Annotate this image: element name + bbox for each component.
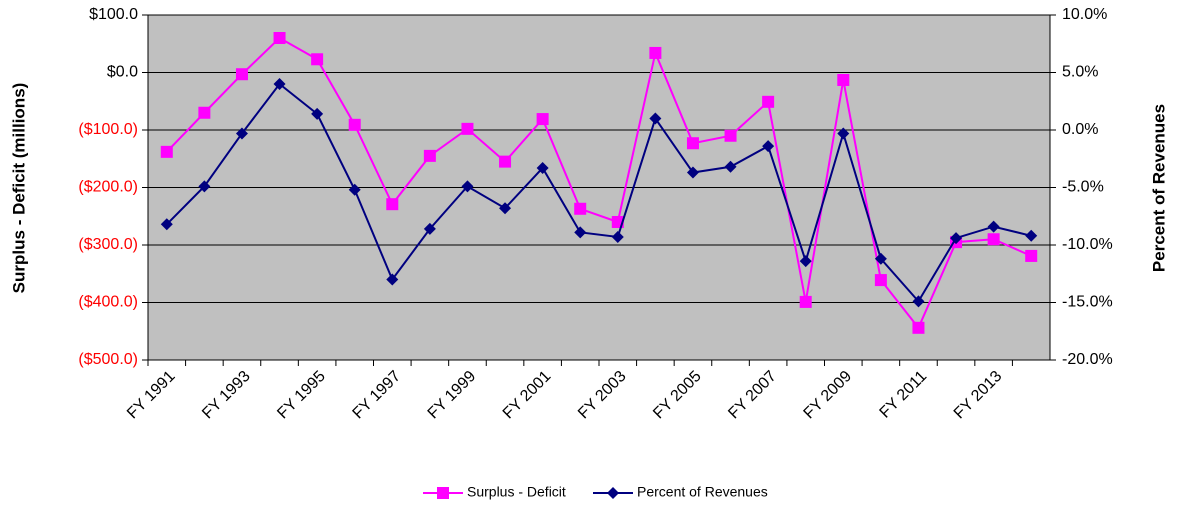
y2-tick-label: 5.0%: [1062, 64, 1098, 81]
y2-tick-label: -20.0%: [1062, 351, 1113, 368]
data-point: [235, 127, 248, 140]
data-point: [536, 161, 549, 174]
data-point: [311, 107, 324, 120]
y-tick-label: ($100.0): [78, 121, 138, 138]
x-tick-label: FY 2001: [500, 368, 555, 423]
y2-tick-label: -5.0%: [1062, 179, 1104, 196]
data-point: [386, 198, 399, 211]
data-point: [611, 230, 624, 243]
y2-tick-label: 10.0%: [1062, 6, 1107, 23]
data-point: [762, 95, 775, 108]
data-point: [311, 53, 324, 66]
data-point: [950, 232, 963, 245]
data-point: [160, 145, 173, 158]
data-point: [912, 321, 925, 334]
data-point: [235, 68, 248, 81]
x-tick-label: FY 1991: [124, 368, 179, 423]
y-tick-label: $0.0: [107, 64, 138, 81]
data-point: [724, 160, 737, 173]
y-tick-label: $100.0: [89, 6, 138, 23]
x-tick-label: FY 2005: [650, 368, 705, 423]
data-point: [799, 255, 812, 268]
series-line: [166, 82, 1032, 304]
data-point: [686, 137, 699, 150]
data-point: [762, 140, 775, 153]
data-point: [160, 218, 173, 231]
data-point: [912, 295, 925, 308]
data-point: [987, 233, 1000, 246]
data-point: [837, 127, 850, 140]
x-tick-label: FY 2011: [877, 368, 931, 422]
data-point: [574, 202, 587, 215]
legend-label: Surplus - Deficit: [467, 484, 566, 500]
data-point: [423, 149, 436, 162]
y-axis-title: Surplus - Deficit (millions): [9, 83, 28, 294]
x-tick-label: FY 2007: [725, 368, 780, 423]
data-point: [273, 78, 286, 90]
data-point: [423, 222, 436, 235]
x-tick-label: FY 2013: [951, 368, 1006, 423]
x-tick-label: FY 1999: [425, 368, 480, 423]
y2-axis-title: Percent of Revenues: [1149, 104, 1168, 272]
data-point: [686, 166, 699, 179]
y-tick-label: ($300.0): [78, 236, 138, 253]
data-point: [607, 487, 619, 499]
data-point: [461, 122, 474, 135]
data-point: [273, 32, 286, 44]
x-tick-label: FY 2009: [801, 368, 856, 423]
x-tick-label: FY 1997: [350, 368, 405, 423]
y-tick-label: ($500.0): [78, 351, 138, 368]
series-line: [166, 36, 1032, 330]
data-point: [461, 180, 474, 193]
data-point: [348, 183, 361, 196]
data-point: [536, 113, 549, 126]
data-point: [874, 274, 887, 287]
data-point: [837, 73, 850, 86]
data-point: [574, 226, 587, 239]
x-tick-label: FY 1995: [274, 368, 329, 423]
data-point: [799, 295, 812, 308]
y-tick-label: ($400.0): [78, 294, 138, 311]
x-tick-label: FY 1993: [199, 368, 254, 423]
data-point: [1025, 229, 1038, 242]
data-point: [1025, 249, 1038, 262]
legend-label: Percent of Revenues: [637, 484, 768, 500]
x-tick-label: FY 2003: [575, 368, 630, 423]
y-tick-label: ($200.0): [78, 179, 138, 196]
data-point: [649, 112, 662, 125]
y2-tick-label: -15.0%: [1062, 294, 1113, 311]
y2-tick-label: -10.0%: [1062, 236, 1113, 253]
data-point: [649, 46, 662, 59]
data-point: [987, 220, 1000, 233]
data-point: [348, 118, 361, 131]
data-point: [386, 273, 399, 286]
y2-tick-label: 0.0%: [1062, 121, 1098, 138]
data-point: [198, 106, 211, 119]
data-point: [499, 202, 512, 215]
data-point: [499, 155, 512, 168]
data-point: [198, 180, 211, 193]
data-point: [724, 129, 737, 142]
data-point: [874, 252, 887, 265]
data-point: [437, 487, 449, 499]
